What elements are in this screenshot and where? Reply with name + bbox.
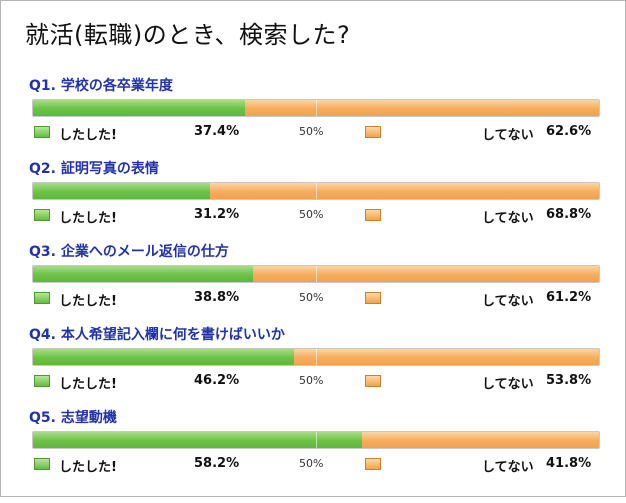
legend-row: したした! 46.2% 50% してない 53.8% <box>29 372 605 392</box>
bar-segment-yes <box>33 266 253 282</box>
midpoint-label: 50% <box>299 208 324 221</box>
midpoint-line <box>316 432 317 448</box>
legend-row: したした! 31.2% 50% してない 68.8% <box>29 206 605 226</box>
percent-yes: 37.4% <box>194 124 240 139</box>
label-no: してない <box>482 460 534 475</box>
label-yes: したした! <box>59 377 117 392</box>
question-1: Q1. 学校の各卒業年度したした! 37.4% 50% してない 62.6% <box>29 75 605 171</box>
bar-track-no <box>32 265 600 283</box>
percent-yes: 31.2% <box>194 207 240 222</box>
bar-segment-yes <box>33 349 295 365</box>
percent-no: 62.6% <box>546 124 592 139</box>
question-3: Q3. 企業へのメール返信の仕方したした! 38.8% 50% してない 61.2% <box>29 241 605 337</box>
swatch-no <box>365 126 381 138</box>
midpoint-line <box>316 183 317 199</box>
question-label: Q1. 学校の各卒業年度 <box>29 78 173 94</box>
swatch-no <box>365 292 381 304</box>
label-no: してない <box>482 211 534 226</box>
question-label: Q5. 志望動機 <box>29 410 117 426</box>
bar-track-no <box>32 182 600 200</box>
percent-yes: 46.2% <box>194 373 240 388</box>
bar-track-no <box>32 431 600 449</box>
percent-no: 41.8% <box>546 456 592 471</box>
midpoint-label: 50% <box>299 374 324 387</box>
bar-segment-yes <box>33 432 363 448</box>
percent-no: 68.8% <box>546 207 592 222</box>
swatch-yes <box>34 126 50 138</box>
swatch-yes <box>34 209 50 221</box>
swatch-yes <box>34 458 50 470</box>
percent-no: 53.8% <box>546 373 592 388</box>
percent-no: 61.2% <box>546 290 592 305</box>
legend-row: したした! 38.8% 50% してない 61.2% <box>29 289 605 309</box>
question-label: Q3. 企業へのメール返信の仕方 <box>29 244 229 260</box>
label-yes: したした! <box>59 294 117 309</box>
question-2: Q2. 証明写真の表情したした! 31.2% 50% してない 68.8% <box>29 158 605 254</box>
swatch-no <box>365 375 381 387</box>
midpoint-line <box>316 100 317 116</box>
swatch-no <box>365 209 381 221</box>
chart-title: 就活(転職)のとき、検索した? <box>25 21 351 49</box>
midpoint-line <box>316 266 317 282</box>
swatch-yes <box>34 292 50 304</box>
percent-yes: 58.2% <box>194 456 240 471</box>
midpoint-label: 50% <box>299 457 324 470</box>
midpoint-label: 50% <box>299 125 324 138</box>
legend-row: したした! 37.4% 50% してない 62.6% <box>29 123 605 143</box>
label-no: してない <box>482 128 534 143</box>
bar-segment-yes <box>33 100 245 116</box>
label-no: してない <box>482 377 534 392</box>
bar-track-no <box>32 99 600 117</box>
percent-yes: 38.8% <box>194 290 240 305</box>
question-5: Q5. 志望動機したした! 58.2% 50% してない 41.8% <box>29 407 605 503</box>
question-4: Q4. 本人希望記入欄に何を書けばいいかしたした! 46.2% 50% してない 53.… <box>29 324 605 420</box>
question-label: Q2. 証明写真の表情 <box>29 161 159 177</box>
bar-track-no <box>32 348 600 366</box>
swatch-yes <box>34 375 50 387</box>
midpoint-line <box>316 349 317 365</box>
question-label: Q4. 本人希望記入欄に何を書けばいいか <box>29 327 285 343</box>
label-yes: したした! <box>59 460 117 475</box>
swatch-no <box>365 458 381 470</box>
label-yes: したした! <box>59 128 117 143</box>
label-yes: したした! <box>59 211 117 226</box>
legend-row: したした! 58.2% 50% してない 41.8% <box>29 455 605 475</box>
bar-segment-yes <box>33 183 210 199</box>
midpoint-label: 50% <box>299 291 324 304</box>
label-no: してない <box>482 294 534 309</box>
